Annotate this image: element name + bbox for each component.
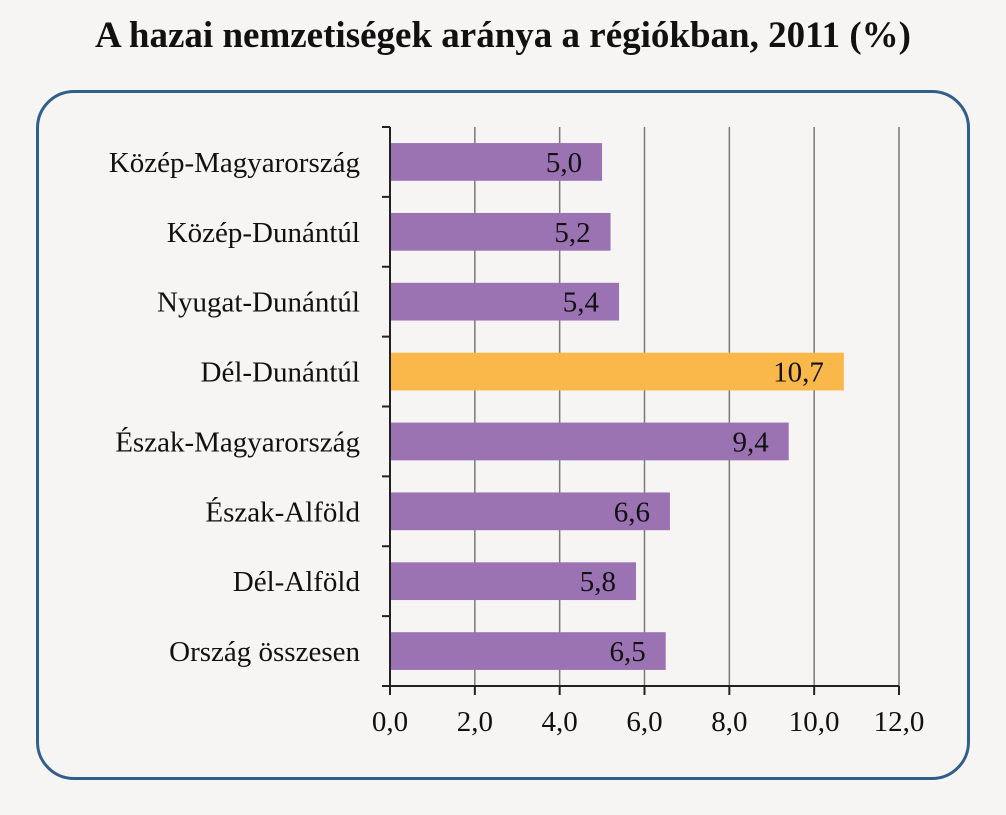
- value-label-0: 5,0: [546, 147, 582, 179]
- x-tick-label-3: 6,0: [626, 706, 662, 738]
- x-tick-label-2: 4,0: [542, 706, 578, 738]
- bar-5: [391, 492, 670, 531]
- category-label-6: Dél-Alföld: [233, 566, 361, 598]
- category-label-2: Nyugat-Dunántúl: [157, 287, 360, 319]
- bar-7: [391, 632, 666, 670]
- bar-0: [391, 143, 603, 181]
- bar-4: [391, 422, 789, 461]
- category-label-3: Dél-Dunántúl: [201, 357, 360, 389]
- bar-6: [391, 562, 637, 601]
- chart-frame: [36, 90, 970, 780]
- category-label-1: Közép-Dunántúl: [167, 217, 360, 249]
- x-tick-label-6: 12,0: [874, 706, 925, 738]
- category-label-4: Észak-Magyarország: [115, 425, 360, 458]
- category-label-5: Észak-Alföld: [205, 495, 360, 528]
- value-label-4: 9,4: [732, 426, 769, 458]
- value-label-7: 6,5: [609, 636, 645, 668]
- value-label-2: 5,4: [563, 287, 600, 319]
- category-label-0: Közép-Magyarország: [109, 147, 360, 179]
- bar-1: [391, 212, 611, 251]
- value-label-5: 6,6: [614, 496, 650, 528]
- chart-title: A hazai nemzetiségek aránya a régiókban,…: [94, 15, 911, 56]
- value-label-1: 5,2: [554, 217, 590, 249]
- x-tick-label-1: 2,0: [457, 706, 493, 738]
- category-label-7: Ország összesen: [169, 636, 360, 668]
- bar-3: [391, 352, 844, 391]
- value-label-3: 10,7: [773, 357, 824, 389]
- bar-2: [391, 282, 620, 321]
- x-tick-label-0: 0,0: [372, 706, 408, 738]
- value-label-6: 5,8: [580, 566, 616, 598]
- x-tick-label-4: 8,0: [711, 706, 747, 738]
- x-tick-label-5: 10,0: [789, 706, 840, 738]
